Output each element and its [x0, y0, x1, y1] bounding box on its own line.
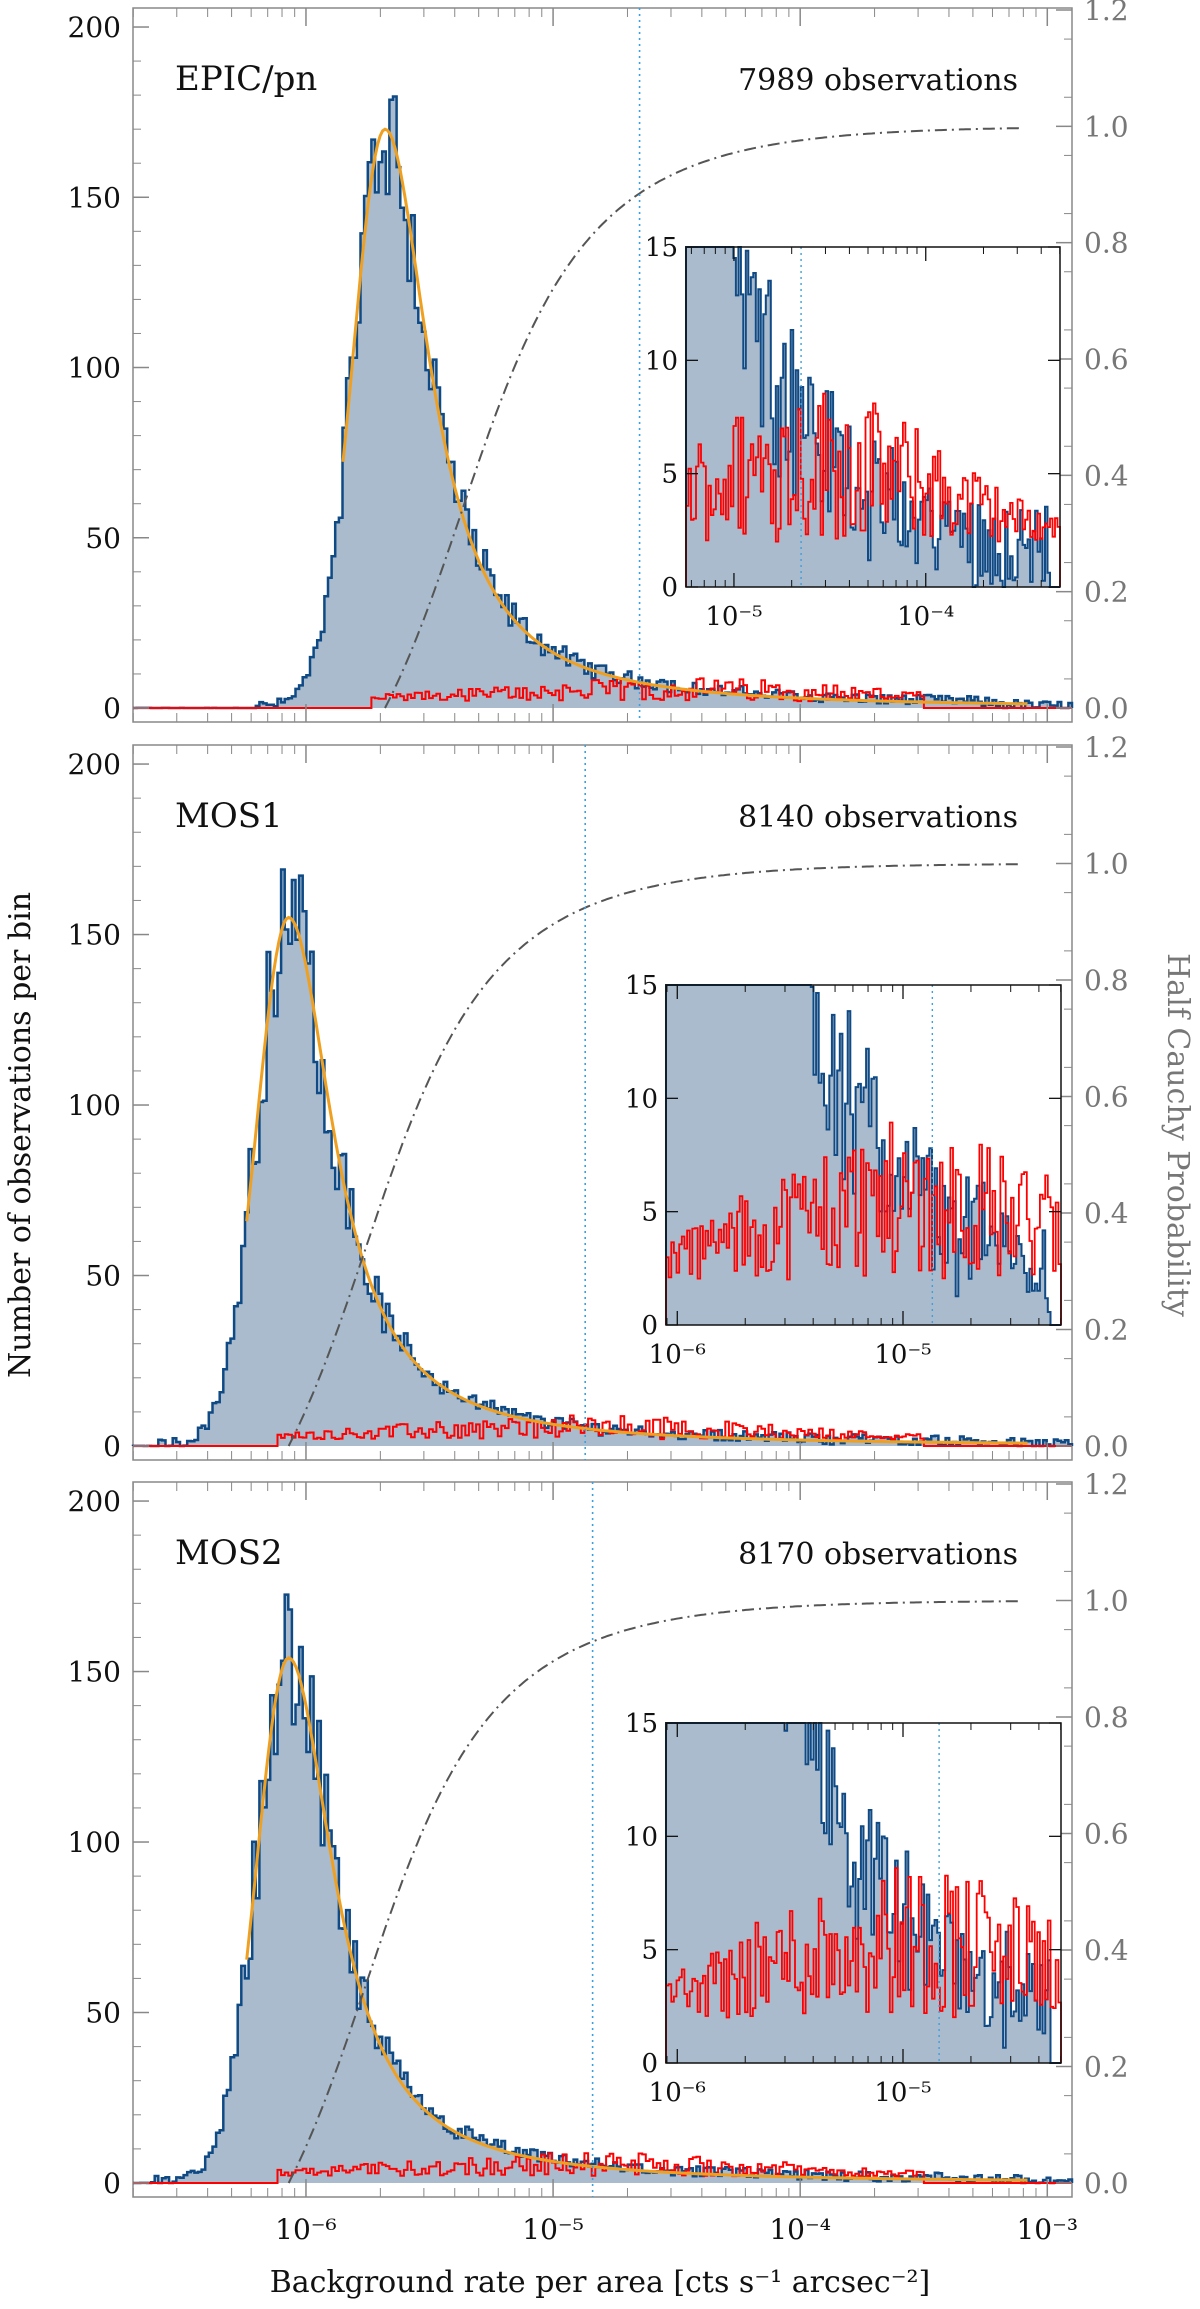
- observation-count: 8170 observations: [738, 1537, 1018, 1572]
- y-tick-label-left: 100: [68, 352, 121, 385]
- y-tick-label-right: 0.8: [1084, 227, 1129, 260]
- inset-x-tick-label: 10⁻⁵: [705, 602, 762, 632]
- inset-y-tick-label: 5: [641, 1936, 658, 1966]
- flagged-histogram: [133, 2152, 1072, 2184]
- plot-frame: [132, 1481, 1073, 2198]
- y-tick-label-right: 0.0: [1084, 2167, 1129, 2200]
- inset-x-tick-label: 10⁻⁵: [874, 2078, 931, 2108]
- y-tick-label-right: 0.0: [1084, 692, 1129, 725]
- panel-label: EPIC/pn: [175, 59, 317, 99]
- y-tick-label-left: 0: [103, 2167, 121, 2200]
- inset-y-tick-label: 0: [641, 1311, 658, 1341]
- y-tick-label-left: 50: [85, 1997, 121, 2030]
- y-tick-label-right: 0.2: [1084, 2051, 1129, 2084]
- inset-frame: [665, 1722, 1062, 2064]
- y-tick-label-right: 0.0: [1084, 1430, 1129, 1463]
- x-axis-label: Background rate per area [cts s⁻¹ arcsec…: [270, 2265, 931, 2300]
- x-tick-label: 10⁻⁴: [769, 2213, 831, 2246]
- inset-y-tick-label: 10: [625, 1084, 658, 1114]
- y-tick-label-left: 50: [85, 522, 121, 555]
- x-tick-label: 10⁻⁵: [522, 2213, 584, 2246]
- inset-frame: [665, 984, 1062, 1326]
- cdf-curve: [384, 127, 1023, 709]
- y-tick-label-right: 1.0: [1084, 848, 1129, 881]
- y-tick-label-right: 0.4: [1084, 1934, 1129, 1967]
- y-tick-label-left: 150: [68, 1656, 121, 1689]
- panel-epic-pn: 0501001502000.00.20.40.60.81.01.2EPIC/pn…: [68, 0, 1129, 725]
- y-tick-label-right: 0.4: [1084, 459, 1129, 492]
- y-tick-label-right: 0.6: [1084, 343, 1129, 376]
- y-axis-label-left: Number of observations per bin: [3, 892, 38, 1378]
- y-tick-label-right: 0.4: [1084, 1197, 1129, 1230]
- y-tick-label-left: 0: [103, 1430, 121, 1463]
- y-tick-label-right: 1.2: [1084, 1468, 1129, 1501]
- observation-count: 7989 observations: [738, 63, 1018, 98]
- y-tick-label-left: 200: [68, 748, 121, 781]
- plot-frame: [132, 744, 1073, 1461]
- inset-plot: 0 5 10 15 10⁻⁵ 10⁻⁴: [645, 233, 1061, 632]
- inset-histogram-outline: [685, 246, 1060, 588]
- inset-x-tick-label: 10⁻⁶: [649, 1340, 706, 1370]
- x-tick-label: 10⁻³: [1016, 2213, 1078, 2246]
- y-tick-label-left: 0: [103, 692, 121, 725]
- inset-flagged-histogram: [665, 1121, 1062, 1325]
- inset-x-tick-label: 10⁻⁵: [874, 1340, 931, 1370]
- histogram-fill: [133, 869, 1072, 1446]
- histogram-fill: [133, 96, 1072, 708]
- histogram-fill: [133, 1594, 1072, 2183]
- flagged-histogram: [133, 677, 1072, 709]
- y-tick-label-left: 200: [68, 1485, 121, 1518]
- observation-count: 8140 observations: [738, 800, 1018, 835]
- cdf-curve: [287, 863, 1023, 1447]
- y-tick-label-right: 0.2: [1084, 576, 1129, 609]
- inset-frame: [685, 246, 1061, 588]
- inset-flagged-histogram: [665, 1867, 1062, 2063]
- x-tick-label: 10⁻⁶: [275, 2213, 337, 2246]
- inset-y-tick-label: 0: [641, 2049, 658, 2079]
- inset-y-tick-label: 0: [661, 573, 678, 603]
- y-tick-label-right: 0.6: [1084, 1081, 1129, 1114]
- inset-plot: 0 5 10 15 10⁻⁶ 10⁻⁵: [625, 1709, 1062, 2108]
- y-tick-label-left: 50: [85, 1260, 121, 1293]
- y-tick-label-right: 1.2: [1084, 0, 1129, 27]
- y-tick-label-right: 0.6: [1084, 1818, 1129, 1851]
- inset-y-tick-label: 15: [625, 1709, 658, 1739]
- fit-curve: [245, 1656, 1028, 2182]
- inset-y-tick-label: 5: [641, 1198, 658, 1228]
- fit-curve: [245, 915, 1028, 1445]
- flagged-histogram: [133, 1414, 1072, 1447]
- inset-histogram-fill: [686, 247, 1060, 587]
- panel-label: MOS2: [175, 1533, 283, 1573]
- y-tick-label-left: 100: [68, 1089, 121, 1122]
- inset-y-tick-label: 15: [625, 971, 658, 1001]
- y-tick-label-left: 150: [68, 919, 121, 952]
- panel-label: MOS1: [175, 796, 283, 836]
- cdf-curve: [287, 1600, 1023, 2184]
- plot-frame: [132, 7, 1073, 723]
- inset-flagged-histogram: [685, 392, 1061, 587]
- y-tick-label-left: 100: [68, 1826, 121, 1859]
- inset-x-tick-label: 10⁻⁴: [897, 602, 954, 632]
- y-tick-label-left: 150: [68, 181, 121, 214]
- inset-y-tick-label: 15: [645, 233, 678, 263]
- y-tick-label-right: 0.2: [1084, 1314, 1129, 1347]
- y-tick-label-right: 1.0: [1084, 1585, 1129, 1618]
- y-tick-label-right: 1.2: [1084, 731, 1129, 764]
- y-axis-label-right: Half Cauchy Probability: [1160, 953, 1195, 1317]
- y-tick-label-right: 0.8: [1084, 1701, 1129, 1734]
- fit-curve: [341, 127, 1028, 706]
- y-tick-label-left: 200: [68, 11, 121, 44]
- y-tick-label-right: 0.8: [1084, 964, 1129, 997]
- inset-y-tick-label: 10: [625, 1822, 658, 1852]
- inset-y-tick-label: 10: [645, 346, 678, 376]
- inset-y-tick-label: 5: [661, 460, 678, 490]
- y-tick-label-right: 1.0: [1084, 110, 1129, 143]
- inset-plot: 0 5 10 15 10⁻⁶ 10⁻⁵: [625, 971, 1062, 1370]
- inset-x-tick-label: 10⁻⁶: [649, 2078, 706, 2108]
